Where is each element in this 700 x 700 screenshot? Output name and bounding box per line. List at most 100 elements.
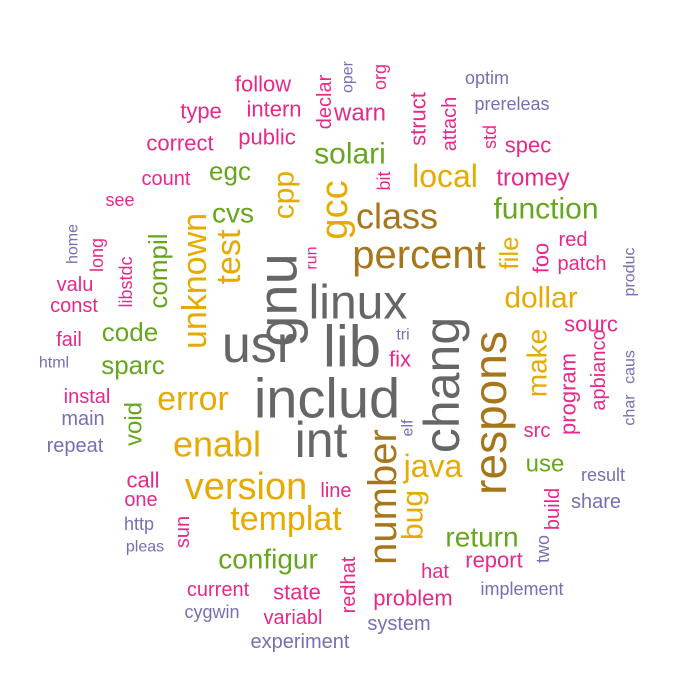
word-char: char xyxy=(622,394,639,426)
word-tromey: tromey xyxy=(496,165,569,192)
word-enabl: enabl xyxy=(173,424,261,465)
word-bit: bit xyxy=(374,171,394,190)
word-sourc: sourc xyxy=(564,312,618,337)
word-percent: percent xyxy=(352,233,485,277)
word-std: std xyxy=(480,125,500,149)
word-run: run xyxy=(304,246,321,269)
word-linux: linux xyxy=(309,277,408,330)
word-lib: lib xyxy=(323,315,381,380)
word-http: http xyxy=(124,514,154,534)
word-patch: patch xyxy=(558,253,607,275)
word-gcc: gcc xyxy=(314,180,356,239)
word-cpp: cpp xyxy=(268,171,301,219)
word-hat: hat xyxy=(421,561,449,583)
word-usr: usr xyxy=(222,316,294,374)
word-org: org xyxy=(370,64,390,90)
word-sparc: sparc xyxy=(101,350,165,380)
word-foo: foo xyxy=(529,243,554,274)
word-error: error xyxy=(157,380,229,418)
word-fix: fix xyxy=(389,347,411,372)
word-build: build xyxy=(542,488,564,530)
word-implement: implement xyxy=(480,579,563,599)
word-main: main xyxy=(61,408,104,430)
word-elf: elf xyxy=(400,419,417,436)
word-count: count xyxy=(142,168,191,190)
word-produc: produc xyxy=(622,248,639,297)
word-two: two xyxy=(533,535,553,563)
word-struct: struct xyxy=(406,92,431,146)
word-sun: sun xyxy=(172,516,194,548)
word-fail: fail xyxy=(56,329,82,351)
word-program: program xyxy=(556,353,581,435)
word-gnu: gnu xyxy=(246,253,309,346)
word-compil: compil xyxy=(143,233,173,308)
word-tri: tri xyxy=(396,327,409,344)
word-use: use xyxy=(526,451,565,478)
word-function: function xyxy=(493,193,598,226)
word-one: one xyxy=(124,489,157,511)
word-html: html xyxy=(39,355,69,372)
word-variabl: variabl xyxy=(264,607,323,629)
word-bug: bug xyxy=(397,490,430,540)
word-pleas: pleas xyxy=(126,539,164,556)
word-system: system xyxy=(367,613,430,635)
word-number: number xyxy=(361,429,405,565)
word-int: int xyxy=(295,412,348,468)
word-java: java xyxy=(403,448,463,484)
word-attach: attach xyxy=(439,97,461,151)
word-solari: solari xyxy=(314,138,386,171)
word-void: void xyxy=(121,402,148,446)
word-line: line xyxy=(320,480,351,502)
word-correct: correct xyxy=(146,131,213,156)
word-home: home xyxy=(65,224,82,264)
word-oper: oper xyxy=(340,60,357,93)
word-optim: optim xyxy=(465,68,509,88)
word-cvs: cvs xyxy=(212,198,254,229)
word-apbianco: apbianco xyxy=(588,329,610,410)
word-spec: spec xyxy=(505,133,551,158)
word-includ: includ xyxy=(254,367,400,430)
word-code: code xyxy=(102,317,158,347)
word-const: const xyxy=(50,295,98,317)
word-file: file xyxy=(494,236,524,269)
word-warn: warn xyxy=(333,100,386,127)
word-version: version xyxy=(185,466,308,508)
word-templat: templat xyxy=(230,500,342,538)
word-caus: caus xyxy=(622,350,639,384)
word-see: see xyxy=(105,190,134,210)
word-problem: problem xyxy=(373,586,452,611)
word-egc: egc xyxy=(209,156,251,186)
word-make: make xyxy=(522,329,553,397)
word-long: long xyxy=(87,238,107,272)
word-type: type xyxy=(180,99,222,124)
word-unknown: unknown xyxy=(176,213,214,349)
word-red: red xyxy=(559,229,588,251)
word-instal: instal xyxy=(64,386,111,408)
word-return: return xyxy=(445,522,518,553)
word-libstdc: libstdc xyxy=(116,256,136,307)
word-configur: configur xyxy=(218,544,318,575)
word-declar: declar xyxy=(314,74,336,129)
word-test: test xyxy=(210,229,248,284)
word-class: class xyxy=(356,196,438,237)
word-respons: respons xyxy=(464,331,516,495)
word-valu: valu xyxy=(57,274,94,296)
word-src: src xyxy=(524,420,551,442)
word-experiment: experiment xyxy=(251,631,350,653)
word-intern: intern xyxy=(246,97,301,122)
word-follow: follow xyxy=(235,72,291,97)
word-public: public xyxy=(238,125,295,150)
word-state: state xyxy=(273,580,321,605)
word-report: report xyxy=(465,548,522,573)
word-share: share xyxy=(571,491,621,513)
word-current: current xyxy=(187,579,250,601)
word-chang: chang xyxy=(414,317,470,453)
word-redhat: redhat xyxy=(338,556,360,613)
word-cygwin: cygwin xyxy=(184,602,239,622)
word-local: local xyxy=(412,158,478,194)
word-repeat: repeat xyxy=(47,435,104,457)
word-call: call xyxy=(126,468,159,493)
word-prereleas: prereleas xyxy=(474,94,549,114)
word-dollar: dollar xyxy=(504,282,577,315)
